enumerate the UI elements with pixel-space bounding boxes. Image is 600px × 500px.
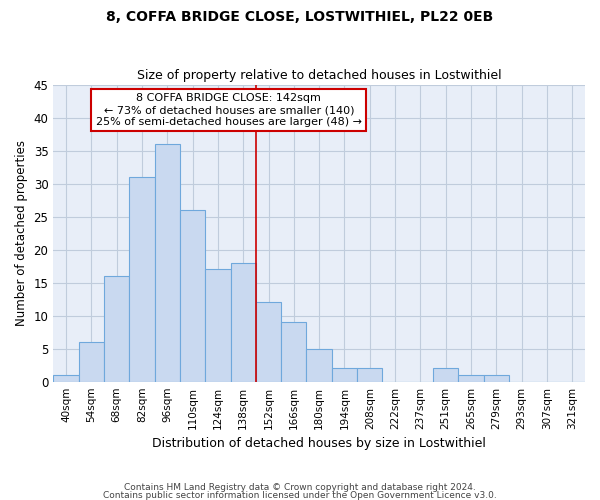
Bar (230, 263, 256, 382)
Text: Contains public sector information licensed under the Open Government Licence v3: Contains public sector information licen… (103, 490, 497, 500)
Bar (433, 368, 458, 382)
Bar (458, 375, 484, 382)
Bar (332, 368, 357, 382)
Bar (357, 368, 382, 382)
Bar (307, 348, 332, 382)
Title: Size of property relative to detached houses in Lostwithiel: Size of property relative to detached ho… (137, 69, 502, 82)
Text: 8, COFFA BRIDGE CLOSE, LOSTWITHIEL, PL22 0EB: 8, COFFA BRIDGE CLOSE, LOSTWITHIEL, PL22… (106, 10, 494, 24)
Bar (104, 276, 129, 382)
Bar (484, 375, 509, 382)
Bar (129, 177, 155, 382)
Bar (53, 375, 79, 382)
Bar (79, 342, 104, 382)
Bar (155, 144, 180, 382)
Bar (256, 302, 281, 382)
X-axis label: Distribution of detached houses by size in Lostwithiel: Distribution of detached houses by size … (152, 437, 486, 450)
Text: 8 COFFA BRIDGE CLOSE: 142sqm
← 73% of detached houses are smaller (140)
25% of s: 8 COFFA BRIDGE CLOSE: 142sqm ← 73% of de… (96, 94, 362, 126)
Bar (205, 270, 230, 382)
Y-axis label: Number of detached properties: Number of detached properties (15, 140, 28, 326)
Bar (180, 210, 205, 382)
Bar (281, 322, 307, 382)
Text: Contains HM Land Registry data © Crown copyright and database right 2024.: Contains HM Land Registry data © Crown c… (124, 484, 476, 492)
